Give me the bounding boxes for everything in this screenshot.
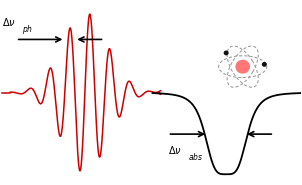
Text: $ph$: $ph$ (22, 23, 34, 36)
Text: $\Delta\nu$: $\Delta\nu$ (168, 144, 182, 156)
Text: $\Delta\nu$: $\Delta\nu$ (2, 16, 16, 28)
Circle shape (236, 60, 249, 73)
Circle shape (224, 51, 228, 55)
Text: $abs$: $abs$ (188, 151, 203, 162)
Circle shape (262, 63, 266, 66)
